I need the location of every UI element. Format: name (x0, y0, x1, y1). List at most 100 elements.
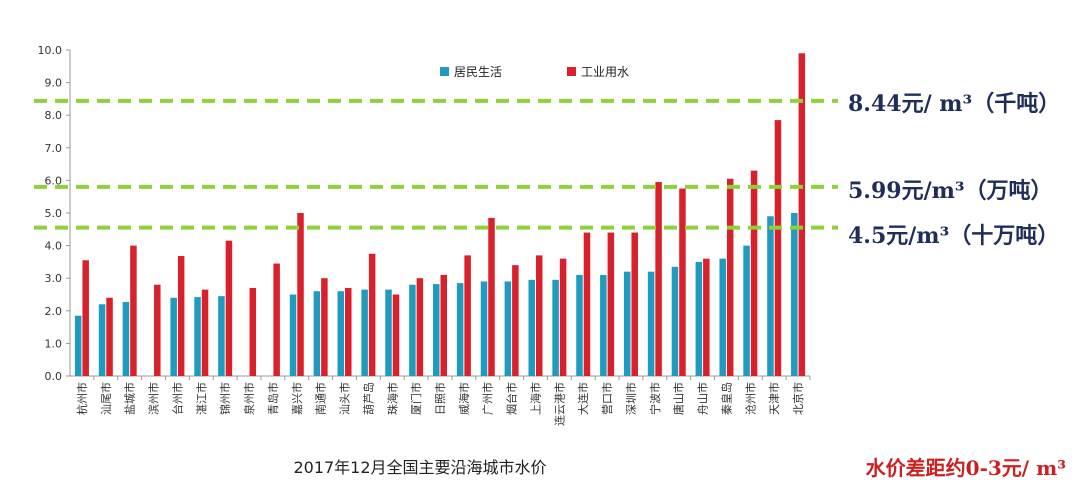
price-gap-note: 水价差距约0-3元/ m³ (865, 456, 1066, 480)
bar-residential (98, 304, 106, 376)
bar-industrial (750, 170, 758, 376)
bar-industrial (512, 265, 519, 376)
x-tick-label: 厦门市 (409, 382, 423, 415)
x-tick-label: 沧州市 (743, 382, 757, 415)
y-tick-label: 5.0 (45, 207, 63, 220)
bar-industrial (82, 260, 89, 376)
annotation-ten-thousand-ton: 5.99元/m³（万吨） (848, 178, 1053, 204)
x-tick-label: 营口市 (600, 382, 614, 415)
x-tick-label: 秦皇岛 (719, 382, 733, 415)
bar-industrial (607, 232, 615, 376)
x-tick-label: 威海市 (457, 382, 471, 415)
bar-industrial (535, 255, 543, 376)
y-tick-label: 1.0 (45, 337, 63, 350)
bar-residential (671, 266, 679, 376)
x-tick-label: 宁波市 (648, 382, 662, 415)
y-tick-label: 7.0 (45, 142, 63, 155)
bar-industrial (798, 53, 806, 376)
bar-industrial (321, 278, 328, 376)
y-tick-label: 8.0 (45, 109, 63, 122)
x-tick-label: 汕尾市 (99, 382, 113, 415)
x-tick-label: 珠海市 (385, 382, 399, 415)
x-tick-label: 滨州市 (147, 382, 161, 415)
bar-industrial (106, 297, 113, 376)
bar-industrial (154, 284, 161, 376)
x-tick-label: 汕头市 (338, 382, 352, 415)
bar-industrial (631, 232, 638, 376)
bar-industrial (416, 278, 424, 376)
y-tick-label: 9.0 (45, 77, 63, 90)
bar-industrial (392, 294, 400, 376)
x-tick-label: 天津市 (767, 382, 781, 415)
x-tick-label: 台州市 (170, 382, 184, 415)
bar-residential (218, 296, 225, 376)
bar-industrial (297, 213, 304, 376)
x-tick-label: 上海市 (528, 382, 542, 415)
bar-residential (695, 261, 703, 376)
x-tick-label: 锦州市 (218, 382, 232, 415)
bar-residential (170, 297, 177, 376)
bar-industrial (726, 178, 734, 376)
x-tick-label: 烟台市 (505, 382, 519, 415)
bar-residential (122, 301, 130, 376)
bar-residential (385, 289, 392, 376)
bar-residential (456, 283, 464, 376)
bar-industrial (249, 287, 257, 376)
bar-industrial (655, 182, 662, 376)
bar-industrial (368, 253, 376, 376)
x-tick-label: 舟山市 (696, 382, 710, 415)
legend-swatch-industrial (567, 67, 576, 76)
bar-industrial (440, 274, 447, 376)
x-tick-label: 盐城市 (123, 382, 137, 415)
bar-industrial (583, 232, 591, 376)
bar-industrial (703, 258, 710, 376)
x-tick-label: 湛江市 (194, 382, 208, 415)
bar-residential (743, 245, 750, 376)
y-tick-label: 3.0 (45, 272, 63, 285)
bar-residential (337, 291, 345, 376)
y-tick-label: 2.0 (45, 305, 63, 318)
bar-industrial (488, 217, 495, 376)
x-tick-label: 唐山市 (672, 382, 686, 415)
x-tick-label: 连云港市 (552, 382, 566, 426)
bar-residential (289, 294, 297, 376)
x-tick-label: 青岛市 (266, 382, 280, 415)
bar-industrial (130, 245, 137, 376)
bar-residential (504, 281, 512, 376)
bar-residential (361, 289, 368, 376)
y-tick-label: 0.0 (45, 370, 63, 383)
bar-residential (719, 258, 726, 376)
bar-residential (433, 284, 440, 376)
x-tick-label: 泉州市 (242, 382, 256, 415)
legend-label-industrial: 工业用水 (581, 65, 630, 79)
y-tick-label: 6.0 (45, 174, 63, 187)
bar-residential (552, 279, 559, 376)
bar-industrial (464, 255, 471, 376)
bar-industrial (273, 263, 280, 376)
bar-residential (528, 279, 535, 376)
bar-residential (480, 281, 488, 376)
bar-residential (623, 271, 631, 376)
x-tick-label: 深圳市 (624, 382, 638, 415)
bar-residential (194, 297, 201, 376)
bar-residential (409, 284, 416, 376)
x-tick-label: 广州市 (481, 382, 495, 415)
bar-residential (576, 274, 583, 376)
x-tick-label: 日照市 (433, 382, 447, 415)
bar-residential (74, 315, 82, 376)
x-tick-label: 葫芦岛 (361, 382, 375, 415)
bar-residential (647, 271, 655, 376)
legend-label-residential: 居民生活 (454, 65, 503, 79)
y-tick-label: 4.0 (45, 240, 63, 253)
bar-residential (767, 216, 774, 376)
annotation-thousand-ton: 8.44元/ m³（千吨） (848, 91, 1061, 117)
bar-industrial (774, 120, 782, 376)
bar-residential (600, 274, 607, 376)
x-tick-label: 大连市 (576, 382, 590, 415)
bar-industrial (559, 258, 567, 376)
bar-industrial (679, 188, 686, 376)
bar-industrial (201, 289, 209, 376)
bar-industrial (225, 240, 233, 376)
bar-industrial (177, 256, 185, 376)
